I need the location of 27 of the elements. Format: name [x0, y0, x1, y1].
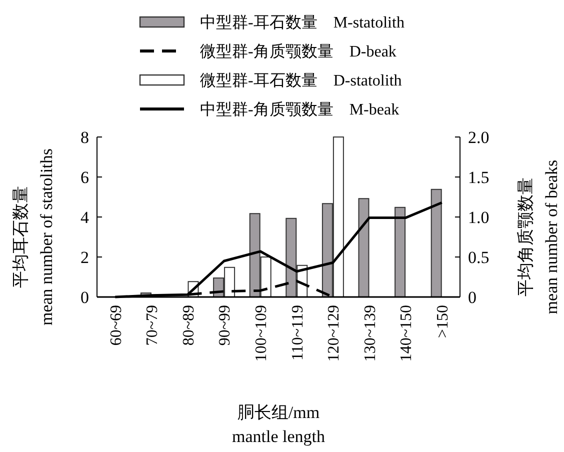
y2-tick-label: 1.0 [468, 208, 490, 227]
legend-label: 中型群-角质颚数量 M-beak [200, 100, 400, 119]
y-tick-label: 2 [80, 248, 89, 267]
y2-tick-label: 2.0 [468, 128, 490, 147]
x-tick-label: 100~109 [252, 305, 270, 362]
legend-label: 微型群-角质颚数量 D-beak [200, 42, 396, 61]
y-tick-label: 8 [80, 128, 89, 147]
y-tick-label: 4 [80, 208, 90, 227]
y-axis-title: 平均耳石数量 mean number of statoliths [11, 148, 56, 326]
x-tick-label: 70~79 [144, 305, 162, 346]
x-axis-title: 胴长组/mm mantle length [232, 403, 326, 446]
y2-tick-label: 1.5 [468, 168, 490, 187]
y2-axis-title: 平均角质颚数量 mean number of beaks [516, 160, 561, 314]
x-tick-label: 140~150 [398, 305, 416, 362]
x-tick-label: >150 [434, 305, 452, 338]
x-tick-label: 60~69 [108, 305, 125, 346]
x-tick-label: 120~129 [326, 305, 343, 362]
y-tick-label: 6 [80, 168, 89, 187]
y-tick-label: 0 [80, 288, 89, 307]
x-tick-label: 90~99 [216, 305, 234, 346]
legend-label: 中型群-耳石数量 M-statolith [200, 14, 404, 32]
x-tick-label: 130~139 [362, 305, 379, 362]
y2-tick-label: 0.5 [468, 248, 490, 267]
x-tick-label: 110~119 [289, 305, 306, 360]
y2-tick-label: 0 [468, 288, 476, 307]
x-tick-label: 80~89 [180, 305, 198, 346]
legend-label: 微型群-耳石数量 D-statolith [200, 72, 402, 90]
